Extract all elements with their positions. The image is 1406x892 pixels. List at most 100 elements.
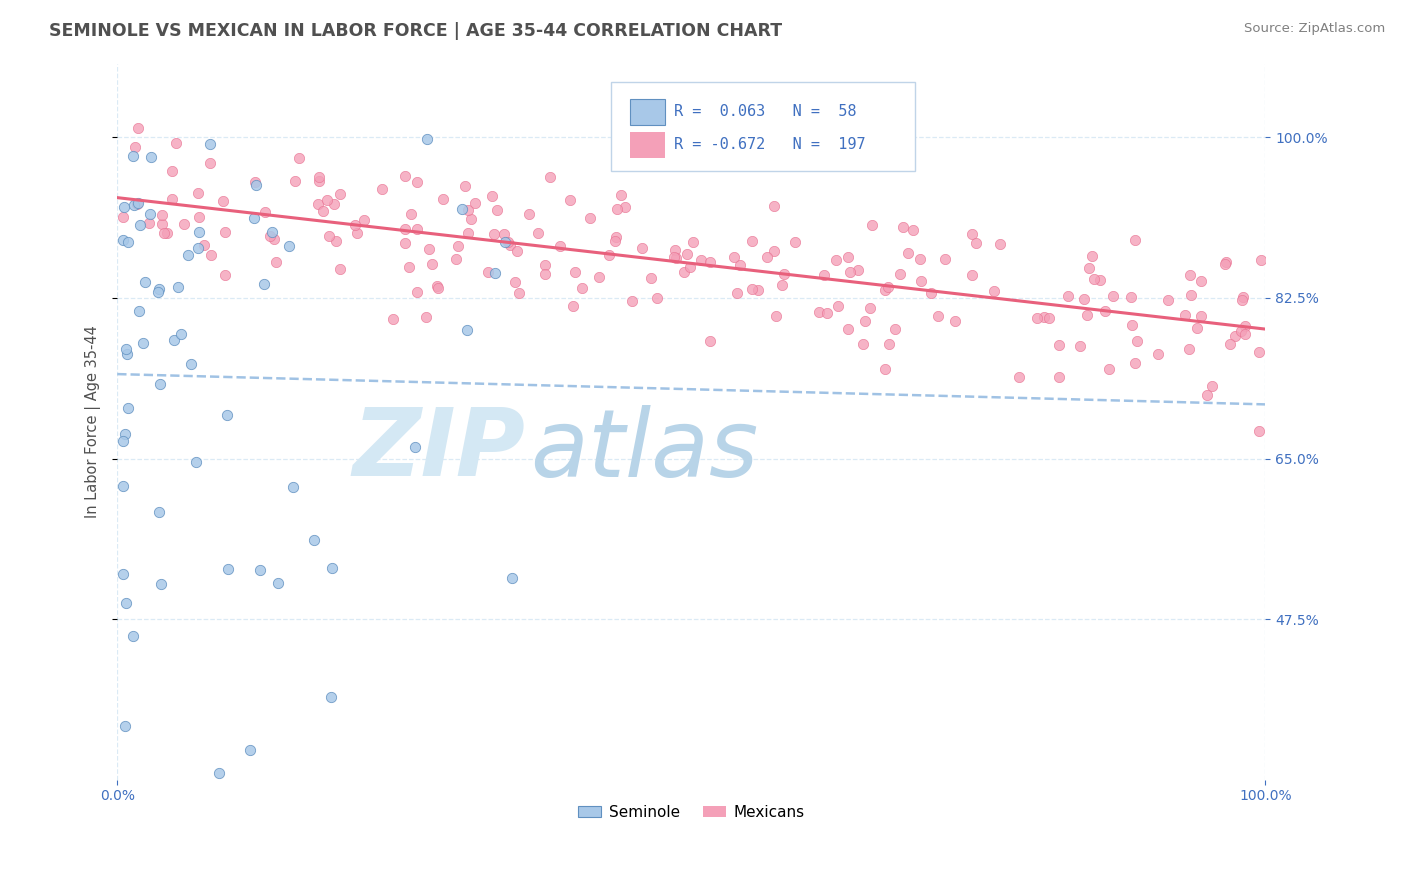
Point bbox=[217, 408, 239, 422]
Point bbox=[264, 255, 287, 269]
Point bbox=[1094, 304, 1116, 318]
Point bbox=[321, 561, 343, 575]
Point bbox=[1025, 311, 1047, 326]
Point bbox=[747, 283, 769, 297]
Point bbox=[770, 278, 793, 293]
Point bbox=[263, 232, 285, 246]
Point bbox=[198, 156, 221, 170]
Point bbox=[316, 193, 339, 207]
Point bbox=[640, 270, 662, 285]
Point bbox=[631, 241, 654, 255]
Point bbox=[875, 283, 897, 297]
Point bbox=[311, 204, 333, 219]
Point bbox=[1078, 261, 1101, 276]
FancyBboxPatch shape bbox=[612, 82, 915, 171]
Point bbox=[875, 361, 897, 376]
Point bbox=[325, 234, 347, 248]
Point bbox=[578, 211, 600, 225]
Point bbox=[1123, 233, 1146, 247]
Point bbox=[1146, 347, 1168, 361]
Point bbox=[398, 260, 420, 274]
Point bbox=[499, 237, 522, 252]
Point bbox=[405, 175, 427, 189]
Point bbox=[756, 250, 779, 264]
Point bbox=[134, 275, 156, 289]
Point bbox=[837, 322, 859, 336]
Point bbox=[457, 226, 479, 240]
Point bbox=[180, 357, 202, 371]
Point bbox=[187, 241, 209, 255]
Point bbox=[773, 268, 796, 282]
Point bbox=[148, 285, 170, 299]
Text: ZIP: ZIP bbox=[352, 404, 524, 497]
Point bbox=[988, 237, 1011, 252]
Point bbox=[114, 427, 136, 442]
Point bbox=[815, 306, 838, 320]
FancyBboxPatch shape bbox=[630, 99, 665, 125]
Point bbox=[177, 247, 200, 261]
Point bbox=[149, 377, 172, 392]
Point bbox=[138, 216, 160, 230]
Point bbox=[741, 282, 763, 296]
Point bbox=[245, 175, 267, 189]
Point bbox=[249, 563, 271, 577]
Point bbox=[723, 250, 745, 264]
Point bbox=[1102, 289, 1125, 303]
Point bbox=[560, 194, 582, 208]
Point bbox=[839, 265, 862, 279]
Point bbox=[426, 279, 449, 293]
Point bbox=[645, 291, 668, 305]
Point bbox=[173, 218, 195, 232]
Point bbox=[427, 281, 450, 295]
Point bbox=[211, 194, 233, 209]
Point bbox=[1230, 293, 1253, 308]
Point bbox=[605, 230, 627, 244]
Point bbox=[603, 234, 626, 248]
Point bbox=[481, 189, 503, 203]
Point bbox=[533, 259, 555, 273]
Point bbox=[699, 334, 721, 348]
Text: atlas: atlas bbox=[530, 405, 759, 496]
Point bbox=[1219, 337, 1241, 351]
Point bbox=[259, 229, 281, 244]
Point bbox=[1247, 424, 1270, 438]
Point bbox=[148, 505, 170, 519]
Point bbox=[277, 238, 299, 252]
Point bbox=[665, 251, 688, 265]
Point bbox=[965, 235, 987, 250]
Point bbox=[477, 265, 499, 279]
Point bbox=[447, 239, 470, 253]
Point bbox=[679, 260, 702, 274]
Point bbox=[682, 235, 704, 249]
Point bbox=[765, 309, 787, 323]
Point bbox=[1098, 361, 1121, 376]
Point bbox=[114, 719, 136, 733]
Point bbox=[148, 281, 170, 295]
Point bbox=[494, 235, 516, 249]
Point bbox=[675, 247, 697, 261]
Point bbox=[808, 305, 831, 319]
Point bbox=[150, 217, 173, 231]
Point bbox=[346, 226, 368, 240]
Point bbox=[927, 309, 949, 323]
Point bbox=[288, 151, 311, 165]
Text: R = -0.672   N =  197: R = -0.672 N = 197 bbox=[673, 137, 866, 153]
Point bbox=[432, 192, 454, 206]
Point bbox=[163, 333, 186, 347]
Point bbox=[484, 266, 506, 280]
FancyBboxPatch shape bbox=[630, 132, 665, 158]
Point bbox=[1090, 273, 1112, 287]
Point bbox=[609, 187, 631, 202]
Point bbox=[1232, 290, 1254, 304]
Point bbox=[508, 285, 530, 300]
Point bbox=[1069, 338, 1091, 352]
Point bbox=[1223, 329, 1246, 343]
Point bbox=[253, 204, 276, 219]
Point bbox=[876, 280, 898, 294]
Point bbox=[208, 766, 231, 780]
Point bbox=[160, 192, 183, 206]
Point bbox=[837, 250, 859, 264]
Point bbox=[111, 233, 134, 247]
Point bbox=[1076, 309, 1098, 323]
Point bbox=[1047, 338, 1070, 352]
